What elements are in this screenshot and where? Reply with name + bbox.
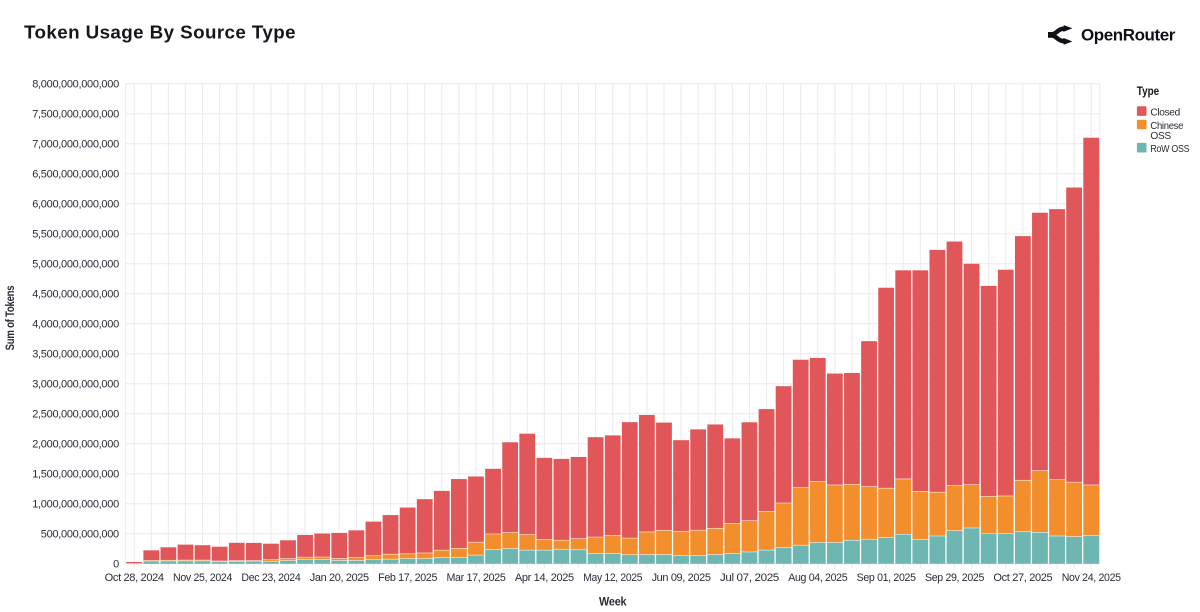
svg-text:Chinese: Chinese — [1150, 120, 1183, 132]
svg-text:7,000,000,000,000: 7,000,000,000,000 — [32, 139, 119, 151]
svg-text:6,500,000,000,000: 6,500,000,000,000 — [32, 169, 119, 181]
svg-text:Nov 25, 2024: Nov 25, 2024 — [173, 572, 232, 584]
svg-text:2,500,000,000,000: 2,500,000,000,000 — [32, 409, 119, 421]
svg-text:5,000,000,000,000: 5,000,000,000,000 — [32, 259, 119, 271]
svg-text:4,500,000,000,000: 4,500,000,000,000 — [32, 289, 119, 301]
svg-text:Closed: Closed — [1150, 107, 1180, 119]
svg-text:0: 0 — [113, 559, 119, 571]
svg-text:2,000,000,000,000: 2,000,000,000,000 — [32, 439, 119, 451]
svg-text:7,500,000,000,000: 7,500,000,000,000 — [32, 109, 119, 121]
svg-text:Oct 28, 2024: Oct 28, 2024 — [105, 572, 164, 584]
svg-text:5,500,000,000,000: 5,500,000,000,000 — [32, 229, 119, 241]
svg-text:Feb 17, 2025: Feb 17, 2025 — [378, 572, 437, 584]
svg-text:Dec 23, 2024: Dec 23, 2024 — [241, 572, 300, 584]
svg-text:Jul 07, 2025: Jul 07, 2025 — [720, 572, 779, 584]
svg-text:4,000,000,000,000: 4,000,000,000,000 — [32, 319, 119, 331]
svg-text:3,500,000,000,000: 3,500,000,000,000 — [32, 349, 119, 361]
svg-text:Apr 14, 2025: Apr 14, 2025 — [515, 572, 574, 584]
svg-text:Sep 29, 2025: Sep 29, 2025 — [925, 572, 984, 584]
svg-text:6,000,000,000,000: 6,000,000,000,000 — [32, 199, 119, 211]
svg-text:Nov 24, 2025: Nov 24, 2025 — [1062, 572, 1121, 584]
svg-text:Oct 27, 2025: Oct 27, 2025 — [993, 572, 1052, 584]
svg-text:Sum of Tokens: Sum of Tokens — [3, 285, 17, 350]
svg-text:Type: Type — [1137, 86, 1159, 98]
svg-text:Mar 17, 2025: Mar 17, 2025 — [446, 572, 505, 584]
svg-text:3,000,000,000,000: 3,000,000,000,000 — [32, 379, 119, 391]
svg-text:Aug 04, 2025: Aug 04, 2025 — [788, 572, 847, 584]
svg-text:Jun 09, 2025: Jun 09, 2025 — [652, 572, 711, 584]
svg-text:1,500,000,000,000: 1,500,000,000,000 — [32, 469, 119, 481]
svg-text:1,000,000,000,000: 1,000,000,000,000 — [32, 499, 119, 511]
svg-text:Sep 01, 2025: Sep 01, 2025 — [857, 572, 916, 584]
svg-text:OpenRouter: OpenRouter — [1081, 27, 1176, 45]
svg-text:500,000,000,000: 500,000,000,000 — [41, 529, 119, 541]
svg-text:Jan 20, 2025: Jan 20, 2025 — [310, 572, 369, 584]
svg-text:Week: Week — [599, 596, 627, 608]
svg-text:Token Usage By Source Type: Token Usage By Source Type — [24, 22, 296, 43]
svg-text:May 12, 2025: May 12, 2025 — [583, 572, 642, 584]
svg-text:RoW OSS: RoW OSS — [1150, 143, 1189, 155]
svg-text:8,000,000,000,000: 8,000,000,000,000 — [32, 79, 119, 91]
svg-text:OSS: OSS — [1150, 130, 1171, 142]
